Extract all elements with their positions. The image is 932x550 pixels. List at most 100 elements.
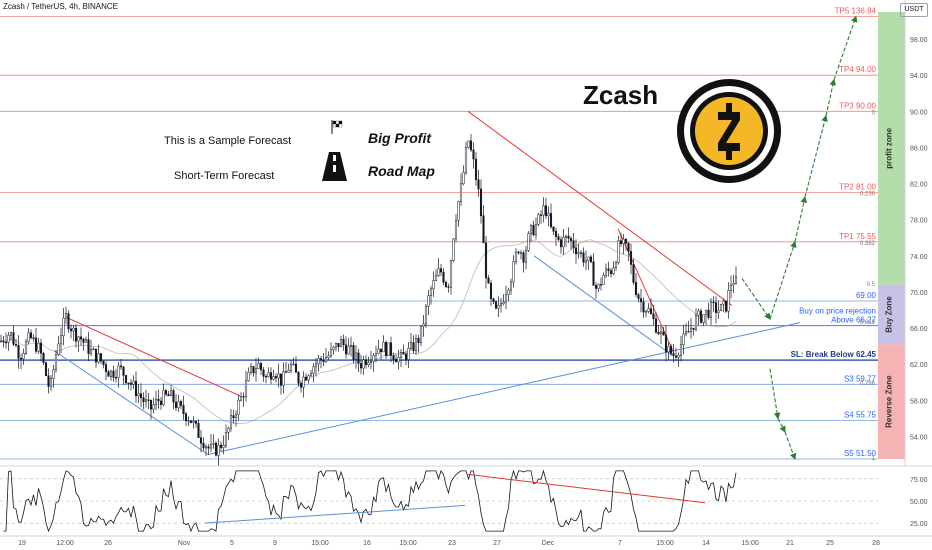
candle — [129, 378, 133, 391]
candle — [559, 236, 563, 254]
candle-body — [319, 358, 323, 360]
candle-body — [99, 353, 103, 362]
candle — [452, 238, 455, 263]
candle-body — [494, 301, 498, 309]
candle-body — [657, 332, 660, 335]
candle-body — [437, 268, 440, 276]
candle — [54, 349, 58, 373]
candle — [469, 133, 473, 153]
candle — [577, 243, 580, 259]
candle-body — [234, 414, 238, 418]
candle-body — [22, 353, 25, 360]
support-trendline — [533, 255, 673, 356]
candle-body — [9, 332, 13, 336]
candle — [114, 369, 118, 383]
candle-body — [209, 444, 213, 449]
candle-body — [567, 235, 570, 239]
candle-body — [184, 413, 188, 421]
candle-body — [272, 376, 275, 380]
candle — [664, 325, 668, 362]
fib-label: 0.382 — [860, 241, 876, 247]
candle-body — [249, 366, 253, 373]
candle-body — [267, 372, 270, 377]
candle — [464, 141, 468, 175]
candle — [197, 419, 200, 439]
unit-badge[interactable]: USDT — [900, 3, 928, 17]
candle — [369, 350, 373, 370]
candle — [214, 440, 218, 457]
candle-body — [424, 305, 428, 325]
y-tick-label: 74.00 — [910, 254, 928, 261]
candle — [507, 287, 510, 302]
candle — [667, 342, 670, 361]
candle — [62, 308, 65, 346]
candle-body — [107, 371, 110, 377]
candle-body — [729, 284, 733, 291]
candle — [617, 235, 620, 265]
candle — [9, 331, 13, 341]
candle-body — [682, 333, 685, 345]
candle-body — [414, 337, 418, 351]
candle — [609, 268, 613, 278]
candle-body — [432, 280, 435, 290]
candle-body — [722, 300, 725, 305]
candle — [527, 231, 530, 252]
x-tick-label: 15:00 — [399, 540, 417, 547]
candle-body — [142, 397, 145, 402]
candle — [157, 389, 160, 409]
candle-body — [379, 348, 383, 353]
candle — [34, 327, 38, 354]
candle-body — [144, 399, 148, 402]
candle-body — [212, 442, 215, 445]
candle-body — [514, 251, 518, 262]
candle-body — [192, 420, 195, 423]
candle-body — [409, 342, 413, 349]
candle — [72, 325, 75, 342]
candle-body — [242, 396, 245, 398]
candle — [359, 354, 363, 375]
candle — [574, 239, 578, 264]
x-tick-label: Dec — [542, 540, 555, 547]
candle-body — [647, 308, 650, 312]
candle — [322, 353, 325, 367]
candle — [374, 345, 378, 363]
candle-body — [634, 282, 638, 295]
candle — [307, 374, 310, 384]
candle — [594, 282, 598, 299]
x-tick-label: 28 — [872, 540, 880, 547]
candle — [212, 434, 215, 449]
candle-body — [487, 277, 490, 284]
candle — [659, 326, 663, 345]
candle-body — [627, 242, 630, 252]
candle-body — [57, 343, 60, 355]
candle-body — [577, 252, 580, 255]
fib-label: 0.5 — [867, 282, 876, 288]
candle-body — [477, 179, 480, 190]
candle — [292, 357, 295, 366]
y-tick-label: 82.00 — [910, 182, 928, 189]
candle-body — [667, 346, 670, 353]
candle — [649, 298, 653, 315]
candle — [69, 324, 73, 339]
candle-body — [472, 149, 475, 160]
candle — [162, 383, 165, 407]
candle — [417, 334, 420, 353]
candle-body — [344, 344, 348, 355]
candle-body — [202, 442, 205, 449]
candle — [354, 345, 358, 369]
candle — [269, 367, 273, 385]
candle-body — [592, 261, 595, 286]
candle — [547, 206, 550, 227]
candle-body — [259, 363, 263, 371]
candle — [224, 424, 228, 449]
candle — [707, 302, 710, 320]
candle — [679, 335, 683, 362]
candle — [192, 416, 195, 429]
forecast-down-arrow — [784, 431, 797, 461]
candle — [714, 296, 718, 324]
candle-body — [509, 281, 513, 291]
candle-body — [654, 318, 658, 333]
candle — [732, 274, 735, 294]
